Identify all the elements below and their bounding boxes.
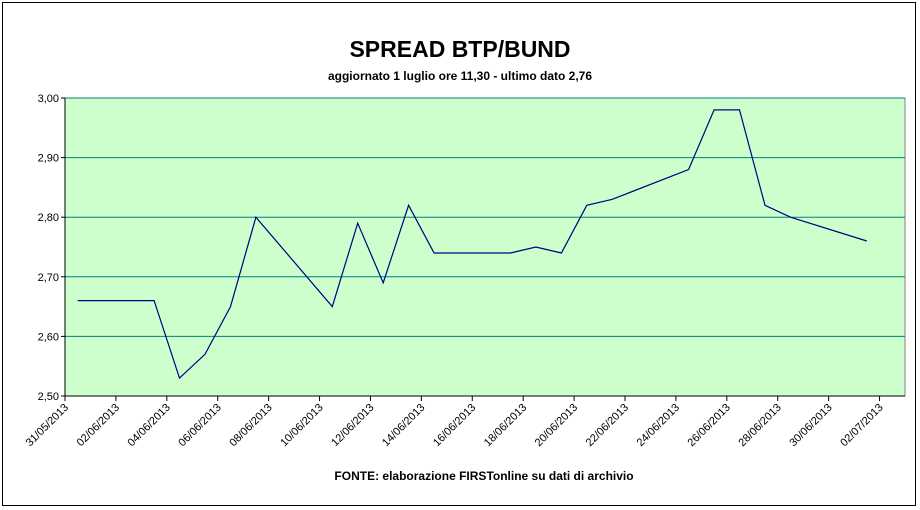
- y-tick-label: 2,50: [38, 391, 59, 403]
- y-tick-label: 2,60: [38, 331, 59, 343]
- y-tick-label: 3,00: [38, 93, 59, 105]
- y-tick-label: 2,70: [38, 272, 59, 284]
- chart-subtitle: aggiornato 1 luglio ore 11,30 - ultimo d…: [328, 69, 592, 83]
- y-tick-label: 2,80: [38, 212, 59, 224]
- plot-area: [64, 97, 906, 397]
- data-line: [77, 109, 867, 380]
- chart-title: SPREAD BTP/BUND: [349, 36, 570, 62]
- y-tick-label: 2,90: [38, 153, 59, 165]
- source-note: FONTE: elaborazione FIRSTonline su dati …: [334, 469, 633, 483]
